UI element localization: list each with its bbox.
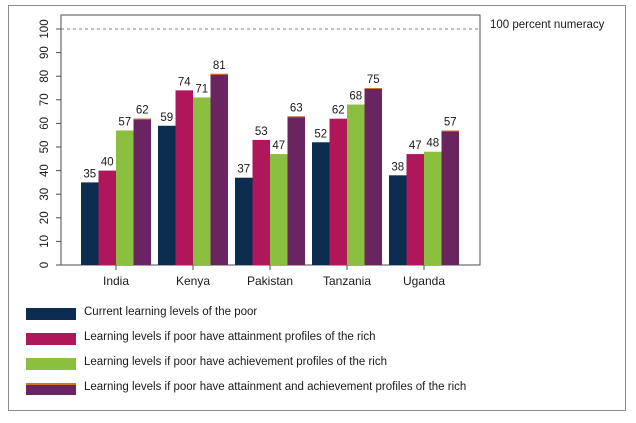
legend-label: Learning levels if poor have attainment …	[84, 331, 376, 343]
bar	[81, 182, 99, 265]
y-tick-label: 100	[39, 19, 51, 38]
data-label: 47	[409, 140, 422, 152]
data-label: 81	[213, 60, 226, 72]
labels-layer: 35 40 57 62 India 59 74 71 81 Kenya 37 53 47 63 Pakist…	[83, 60, 456, 288]
legend-swatch	[26, 383, 76, 395]
data-label: 63	[290, 102, 303, 114]
bar	[389, 175, 407, 265]
data-label: 52	[314, 128, 327, 140]
x-tick-label: Pakistan	[247, 274, 293, 288]
y-tick-label: 90	[39, 46, 51, 59]
legend-item-attainment-achievement-rich: Learning levels if poor have attainment …	[26, 381, 514, 395]
legend-label: Learning levels if poor have attainment …	[84, 381, 467, 393]
bar	[441, 130, 459, 265]
x-tick-label: India	[103, 274, 129, 288]
bar	[270, 154, 288, 265]
data-label: 53	[255, 126, 268, 138]
x-tick-label: Tanzania	[323, 274, 371, 288]
bar	[98, 170, 116, 265]
data-label: 74	[178, 76, 191, 88]
data-label: 48	[426, 138, 439, 150]
bars-layer	[81, 73, 459, 266]
legend-item-current-poor: Current learning levels of the poor	[26, 306, 624, 320]
bar	[287, 116, 305, 265]
y-tick-label: 40	[39, 164, 51, 177]
data-label: 40	[101, 157, 114, 169]
bar	[252, 139, 270, 265]
bar	[116, 130, 134, 265]
bar	[347, 104, 365, 266]
bar-chart: 0 10 20 30 40 50 60 70 80 90 100 35 40 57 62 India 59 74…	[39, 14, 605, 288]
legend-swatch	[26, 358, 76, 370]
reference-line-label: 100 percent numeracy	[490, 19, 605, 31]
y-tick-label: 60	[39, 117, 51, 130]
legend-label: Current learning levels of the poor	[84, 306, 258, 318]
data-label: 62	[332, 105, 345, 117]
y-tick-label: 10	[39, 235, 51, 248]
y-tick-label: 80	[39, 70, 51, 83]
bar	[329, 118, 347, 266]
data-label: 37	[237, 164, 250, 176]
data-label: 57	[118, 116, 131, 128]
legend-item-attainment-rich: Learning levels if poor have attainment …	[26, 331, 624, 345]
legend-swatch	[26, 333, 76, 345]
bar	[210, 73, 228, 265]
data-label: 71	[195, 83, 208, 95]
y-tick-label: 20	[39, 211, 51, 224]
bar	[364, 88, 382, 265]
bar	[175, 90, 193, 265]
y-tick-label: 0	[39, 262, 51, 268]
bar	[193, 97, 211, 265]
bar	[158, 125, 176, 265]
chart-frame	[8, 5, 626, 411]
data-label: 75	[367, 74, 380, 86]
legend-swatch	[26, 308, 76, 320]
data-label: 57	[444, 116, 457, 128]
data-label: 35	[83, 168, 96, 180]
legend-item-achievement-rich: Learning levels if poor have achievement…	[26, 356, 624, 370]
bar	[406, 154, 424, 265]
data-label: 68	[349, 91, 362, 103]
axis-layer: 0 10 20 30 40 50 60 70 80 90 100	[39, 14, 481, 270]
bar	[133, 118, 151, 266]
data-label: 62	[136, 105, 149, 117]
y-tick-label: 30	[39, 188, 51, 201]
data-label: 47	[272, 140, 285, 152]
x-tick-label: Kenya	[176, 274, 210, 288]
data-label: 59	[160, 112, 173, 124]
y-tick-label: 50	[39, 141, 51, 154]
bar	[312, 142, 330, 265]
y-tick-label: 70	[39, 93, 51, 106]
legend-label: Learning levels if poor have achievement…	[84, 356, 388, 368]
bar	[235, 177, 253, 265]
x-tick-label: Uganda	[403, 274, 445, 288]
bar	[424, 151, 442, 265]
data-label: 38	[391, 161, 404, 173]
